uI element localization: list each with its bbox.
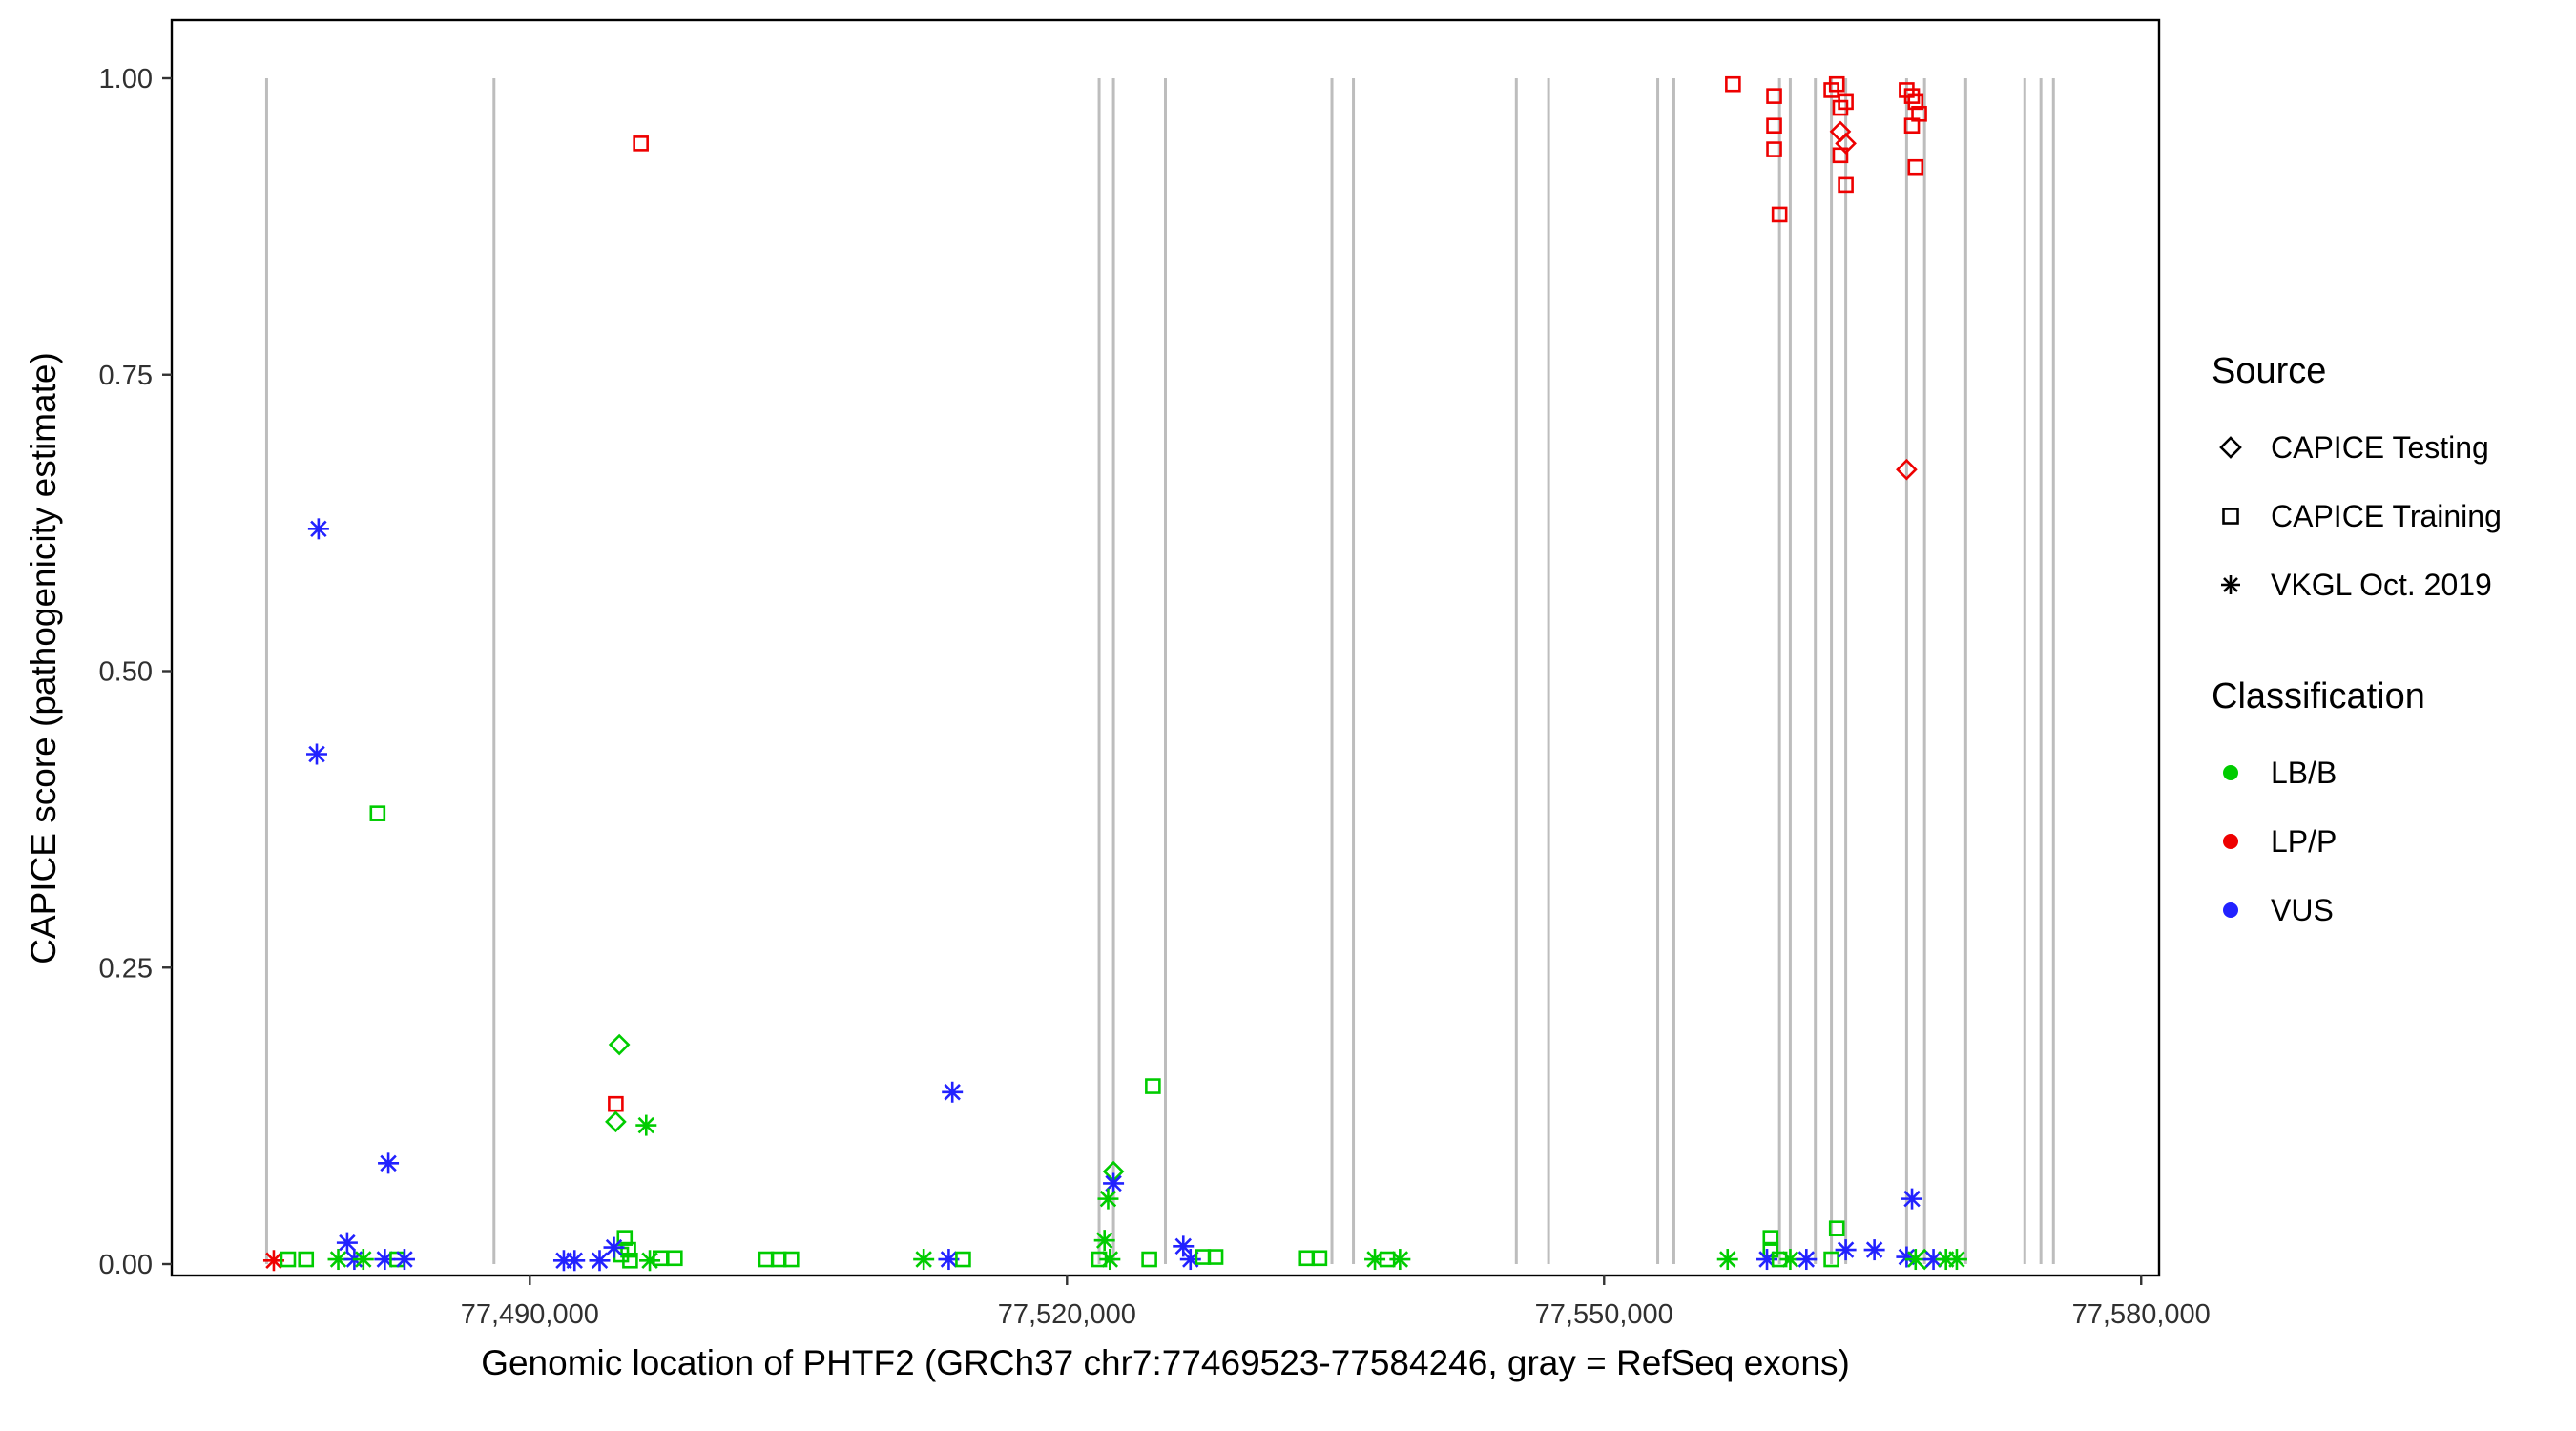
data-point-training	[1725, 75, 1741, 93]
data-point-vkgl	[940, 1251, 958, 1268]
data-point-training	[298, 1251, 315, 1268]
data-point-testing	[1896, 458, 1918, 481]
data-point-vkgl	[265, 1252, 282, 1269]
data-point-vkgl	[1095, 1232, 1113, 1249]
legend-item-lpp: LP/P	[2212, 807, 2502, 876]
data-point-training	[1828, 75, 1845, 93]
data-point-vkgl	[339, 1234, 356, 1252]
y-tick-label: 0.25	[99, 953, 153, 984]
data-point-vkgl	[1719, 1251, 1736, 1268]
data-point-vkgl	[915, 1251, 932, 1268]
legend-item-label: VKGL Oct. 2019	[2271, 567, 2492, 602]
x-axis-title: Genomic location of PHTF2 (GRCh37 chr7:7…	[481, 1343, 1850, 1382]
data-point-training	[1903, 117, 1921, 135]
data-point-vkgl	[1924, 1251, 1942, 1268]
data-point-training	[608, 1095, 624, 1112]
data-point-training	[633, 135, 649, 152]
data-point-vkgl	[605, 1238, 623, 1256]
legend-item-lbb: LB/B	[2212, 738, 2502, 807]
legend-item-label: CAPICE Testing	[2271, 429, 2489, 465]
legend-classification-title: Classification	[2212, 676, 2425, 716]
data-point-testing	[605, 1110, 627, 1133]
legend-item-capice-testing: CAPICE Testing	[2212, 413, 2502, 482]
data-point-vkgl	[308, 745, 325, 763]
blue-dot-icon	[2223, 902, 2238, 918]
data-point-testing	[1835, 133, 1857, 155]
data-point-vkgl	[1837, 1241, 1855, 1258]
legend-item-vus: VUS	[2212, 876, 2502, 944]
data-point-vkgl	[1948, 1251, 1965, 1268]
data-point-vkgl	[637, 1116, 655, 1134]
data-point-training	[1907, 158, 1924, 176]
green-dot-icon	[2223, 765, 2238, 780]
y-tick-label: 0.00	[99, 1250, 153, 1280]
data-point-training	[1828, 1220, 1845, 1237]
data-point-vkgl	[1898, 1248, 1916, 1266]
data-point-vkgl	[1781, 1251, 1799, 1268]
square-marker-icon	[2222, 508, 2239, 525]
x-tick-label: 77,520,000	[998, 1299, 1136, 1330]
data-point-training	[622, 1252, 638, 1269]
data-point-training	[280, 1251, 297, 1268]
data-point-training	[1907, 93, 1924, 111]
data-point-training	[1771, 206, 1788, 223]
legend-item-label: LB/B	[2271, 755, 2337, 790]
legend-source-title: Source	[2212, 351, 2327, 391]
x-tick-label: 77,490,000	[461, 1299, 599, 1330]
data-point-training	[1838, 93, 1854, 111]
legend: Source CAPICE Testing CAPICE Training	[2212, 351, 2502, 944]
data-point-training	[1766, 88, 1782, 104]
data-point-training	[667, 1250, 683, 1267]
data-point-training	[1766, 141, 1782, 157]
data-point-training	[616, 1230, 634, 1246]
data-point-testing	[608, 1033, 631, 1056]
data-point-vkgl	[1391, 1251, 1409, 1268]
y-tick-label: 0.75	[99, 361, 153, 391]
diamond-marker-icon	[2219, 436, 2242, 459]
data-point-training	[1823, 1251, 1839, 1268]
legend-item-capice-training: CAPICE Training	[2212, 482, 2502, 550]
y-tick-label: 1.00	[99, 64, 153, 94]
data-point-vkgl	[1865, 1241, 1883, 1258]
red-dot-icon	[2223, 834, 2238, 849]
x-tick-label: 77,550,000	[1535, 1299, 1673, 1330]
data-point-training	[1141, 1251, 1157, 1268]
data-point-training	[1311, 1250, 1328, 1267]
legend-item-label: LP/P	[2271, 823, 2337, 859]
data-point-training	[1838, 176, 1854, 194]
data-point-training	[1766, 117, 1782, 135]
x-tick-label: 77,580,000	[2072, 1299, 2211, 1330]
data-point-vkgl	[1797, 1251, 1816, 1268]
data-point-vkgl	[355, 1251, 372, 1268]
data-point-vkgl	[1174, 1237, 1192, 1255]
data-point-training	[1832, 147, 1849, 164]
data-point-training	[782, 1251, 800, 1268]
legend-item-label: VUS	[2271, 892, 2334, 927]
data-point-training	[1762, 1230, 1779, 1246]
legend-source-group: Source CAPICE Testing CAPICE Training	[2212, 351, 2502, 619]
legend-item-vkgl: VKGL Oct. 2019	[2212, 550, 2502, 619]
data-point-vkgl	[380, 1154, 397, 1172]
data-point-training	[1207, 1249, 1224, 1265]
data-point-vkgl	[310, 520, 327, 538]
data-point-vkgl	[1101, 1251, 1119, 1268]
legend-item-label: CAPICE Training	[2271, 498, 2502, 533]
data-point-vkgl	[1099, 1190, 1117, 1208]
data-point-training	[955, 1251, 971, 1268]
data-point-training	[1145, 1078, 1161, 1094]
data-point-vkgl	[944, 1084, 961, 1101]
data-point-training	[369, 805, 386, 821]
y-tick-label: 0.50	[99, 657, 153, 688]
data-point-vkgl	[396, 1251, 413, 1268]
panel-border	[170, 18, 2161, 1277]
asterisk-marker-icon	[2221, 575, 2240, 594]
data-point-vkgl	[555, 1252, 572, 1269]
y-axis-title: CAPICE score (pathogenicity estimate)	[24, 352, 63, 964]
legend-classification-group: Classification LB/B LP/P VUS	[2212, 676, 2502, 944]
data-point-vkgl	[591, 1252, 609, 1269]
data-point-vkgl	[329, 1251, 347, 1268]
data-point-vkgl	[1903, 1190, 1921, 1208]
